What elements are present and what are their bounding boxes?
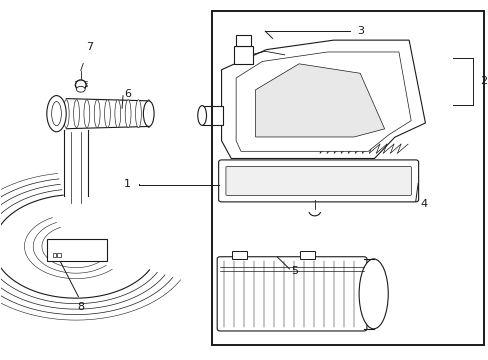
Ellipse shape xyxy=(145,100,151,127)
Ellipse shape xyxy=(197,105,206,125)
Text: 1: 1 xyxy=(123,179,130,189)
Bar xyxy=(300,251,314,259)
Ellipse shape xyxy=(104,100,110,127)
Ellipse shape xyxy=(52,102,61,126)
Polygon shape xyxy=(236,52,410,151)
Bar xyxy=(233,46,253,64)
Bar xyxy=(232,251,246,259)
Ellipse shape xyxy=(63,100,69,127)
Polygon shape xyxy=(255,64,384,137)
Text: 2: 2 xyxy=(479,76,486,86)
FancyBboxPatch shape xyxy=(218,160,418,202)
Text: 8: 8 xyxy=(77,302,84,312)
Ellipse shape xyxy=(143,101,154,126)
Text: 5: 5 xyxy=(290,266,297,276)
Text: 7: 7 xyxy=(85,42,93,52)
Text: 4: 4 xyxy=(420,199,427,210)
Ellipse shape xyxy=(125,100,131,127)
Ellipse shape xyxy=(135,100,141,127)
Polygon shape xyxy=(221,40,425,158)
Ellipse shape xyxy=(74,100,79,127)
Ellipse shape xyxy=(115,100,121,127)
Text: 6: 6 xyxy=(124,89,131,99)
FancyBboxPatch shape xyxy=(225,166,410,195)
Bar xyxy=(58,253,61,257)
Ellipse shape xyxy=(47,96,66,132)
Ellipse shape xyxy=(75,80,86,90)
Bar xyxy=(202,105,222,125)
Bar xyxy=(47,239,107,261)
Ellipse shape xyxy=(358,259,387,329)
Text: 3: 3 xyxy=(357,26,364,36)
Bar xyxy=(53,253,56,257)
FancyBboxPatch shape xyxy=(217,257,366,331)
Bar xyxy=(236,35,250,46)
Ellipse shape xyxy=(84,100,90,127)
Ellipse shape xyxy=(94,100,100,127)
Ellipse shape xyxy=(76,86,85,92)
Bar xyxy=(211,12,483,345)
